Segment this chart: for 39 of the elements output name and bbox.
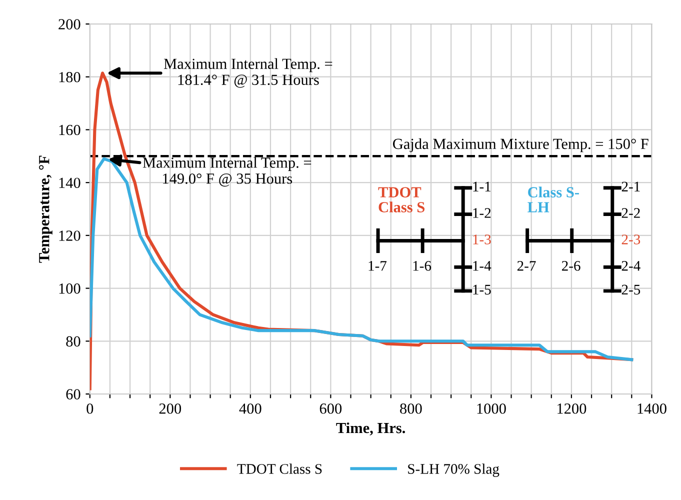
annotation: 2-7 <box>517 260 536 271</box>
annotation: 1-6 <box>413 260 432 271</box>
x-tick-label: 0 <box>86 403 94 414</box>
annotation: 2-4 <box>622 260 640 271</box>
annotation: 1-1 <box>473 182 490 192</box>
y-tick-label: 180 <box>59 72 80 82</box>
x-tick-label: 200 <box>159 403 182 414</box>
annotation: 1-3 <box>473 234 491 244</box>
y-tick-label: 100 <box>59 283 80 294</box>
x-tick-label: 1400 <box>638 403 666 414</box>
ref-line-label: Gajda Maximum Mixture Temp. = 150° F <box>393 138 648 152</box>
y-tick-label: 80 <box>66 336 80 347</box>
x-tick-label: 600 <box>320 403 342 414</box>
legend-label: S-LH 70% Slag <box>408 464 500 477</box>
x-tick-label: 400 <box>239 403 262 414</box>
x-tick-label: 800 <box>400 403 422 414</box>
y-tick-label: 140 <box>59 178 80 188</box>
x-tick-label: 1000 <box>477 403 506 414</box>
annotation: 1-7 <box>368 261 387 271</box>
y-tick-label: 60 <box>66 389 80 400</box>
annotation: 1-5 <box>473 284 491 295</box>
annotation: 2-3 <box>622 234 640 244</box>
annotation: Class S- LH <box>528 186 579 212</box>
y-tick-label: 200 <box>58 19 80 30</box>
annotation: 2-5 <box>622 284 640 295</box>
x-tick-label: 1200 <box>558 403 586 414</box>
y-tick-label: 120 <box>59 230 80 241</box>
annotation: 1-2 <box>473 208 491 218</box>
annotation: 2-6 <box>562 260 580 271</box>
annotation: 2-2 <box>622 208 640 218</box>
x-axis-title: Time, Hrs. <box>336 422 406 436</box>
annotation: Maximum Internal Temp. = 181.4° F @ 31.5 Hours <box>164 58 332 88</box>
annotation: Maximum Internal Temp. = 149.0° F @ 35 Hours <box>142 157 312 187</box>
y-axis-title: Temperature, °F <box>38 156 52 263</box>
y-tick-label: 160 <box>59 124 80 136</box>
annotation: 1-4 <box>473 261 492 271</box>
annotation: TDOT Class S <box>378 187 425 212</box>
annotation: 2-1 <box>622 182 640 192</box>
legend-label: TDOT Class S <box>237 464 322 474</box>
